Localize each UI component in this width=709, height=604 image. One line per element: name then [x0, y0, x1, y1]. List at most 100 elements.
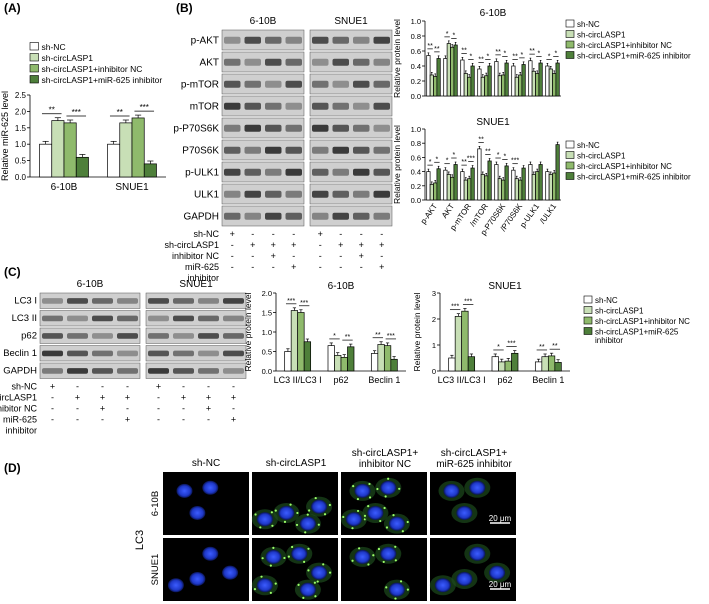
- bar: [497, 178, 502, 201]
- blot-b-band: [332, 80, 349, 88]
- lc3-puncta: [261, 557, 264, 560]
- blot-c-band: [148, 298, 169, 304]
- lc3-puncta: [385, 586, 388, 589]
- blot-c-membrane: [39, 310, 141, 327]
- y-axis-label: Relative protein level: [392, 19, 402, 98]
- category-label: /ULK1: [538, 202, 558, 226]
- blot-c-sign: +: [100, 404, 105, 414]
- lc3-puncta: [384, 495, 387, 498]
- blot-b-band: [285, 58, 302, 66]
- bar: [521, 64, 526, 97]
- bar: [290, 310, 299, 372]
- blot-c-sign: -: [157, 404, 160, 414]
- bar: [511, 352, 519, 372]
- bar: [504, 165, 509, 201]
- nucleus: [299, 582, 316, 597]
- bar: [535, 73, 540, 97]
- blot-c-band: [198, 298, 219, 304]
- lc3-puncta: [317, 523, 320, 526]
- blot-c-sign: -: [207, 415, 210, 425]
- micrograph-tile: [163, 472, 249, 535]
- bar: [429, 74, 434, 97]
- blot-b-band: [224, 80, 241, 88]
- blot-c-condition-label: sh-circLASP1: [0, 393, 37, 403]
- blot-b-membrane: [309, 161, 393, 183]
- blot-b-condition-label: sh-circLASP1: [164, 240, 219, 250]
- column-header: sh-circLASP1+: [441, 448, 508, 459]
- blot-b-sign: -: [360, 229, 363, 239]
- blot-c-membrane: [145, 327, 247, 344]
- lc3-puncta: [379, 519, 382, 523]
- blot-b-band: [332, 168, 349, 176]
- blot-b-band: [312, 212, 329, 220]
- blot-c-sign: -: [182, 382, 185, 392]
- nucleus: [354, 483, 371, 498]
- significance-mark: ***: [507, 341, 515, 348]
- y-tick-label: 0.0: [411, 92, 421, 101]
- significance-mark: *: [446, 158, 449, 165]
- bar: [383, 345, 392, 372]
- legend-b1-label: sh-circLASP1: [577, 31, 626, 40]
- side-label-lc3: LC3: [134, 530, 146, 550]
- bar: [448, 357, 456, 372]
- blot-b-membrane: [221, 205, 305, 227]
- nucleus: [256, 512, 273, 527]
- y-tick-label: 0.0: [411, 196, 421, 205]
- blot-b-band: [265, 36, 282, 44]
- blot-b-membrane: [221, 29, 305, 51]
- panel-a: sh-NCsh-circLASP1sh-circLASP1+inhibitor …: [0, 42, 166, 193]
- significance-mark: ***: [451, 304, 459, 311]
- blot-c-band: [198, 315, 219, 322]
- lc3-puncta: [385, 526, 389, 529]
- blot-c-band: [198, 333, 219, 339]
- lc3-puncta: [351, 559, 354, 562]
- blot-b-sign: -: [360, 262, 363, 272]
- bar: [334, 355, 342, 372]
- blot-b-row-label: GAPDH: [183, 211, 219, 222]
- blot-b-sign: +: [271, 240, 276, 250]
- bar: [521, 167, 526, 201]
- significance-mark: **: [461, 47, 467, 54]
- blot-b-band: [265, 190, 282, 198]
- legend-a-label: sh-circLASP1+inhibitor NC: [42, 64, 143, 74]
- significance-mark: *: [555, 50, 558, 57]
- significance-mark: *: [487, 53, 490, 60]
- blot-b-sign: +: [338, 240, 343, 250]
- panel-label-c: (C): [4, 265, 21, 279]
- lc3-puncta: [253, 587, 257, 591]
- significance-mark: ***: [467, 156, 475, 163]
- y-axis-label: Relative miR-625 level: [0, 91, 10, 181]
- lc3-puncta: [387, 477, 390, 480]
- blot-b-band: [353, 58, 370, 66]
- legend-c-label: sh-circLASP1: [595, 307, 644, 316]
- nucleus: [434, 578, 451, 593]
- blot-b-band: [244, 80, 261, 88]
- bar: [460, 171, 465, 201]
- legend-c-label-continued: inhibitor: [595, 336, 623, 345]
- blot-b-band: [224, 102, 241, 110]
- blot-c-band: [148, 315, 169, 322]
- blot-c-sign: -: [101, 382, 104, 392]
- bar: [538, 62, 543, 97]
- lc3-puncta: [372, 554, 375, 557]
- lc3-puncta: [368, 496, 372, 499]
- lc3-puncta: [392, 513, 395, 517]
- blot-b-sign: +: [271, 251, 276, 261]
- lc3-puncta: [363, 514, 367, 517]
- bar: [477, 68, 482, 97]
- y-tick-label: 0.8: [411, 32, 421, 41]
- blot-c-condition-label: inhibitor: [5, 426, 37, 436]
- blot-b-band: [312, 146, 329, 154]
- blot-b-band: [353, 146, 370, 154]
- y-tick-label: 0.0: [15, 173, 27, 182]
- legend-b2-label: sh-circLASP1+inhibitor NC: [577, 162, 672, 171]
- bar: [494, 164, 499, 201]
- blot-b-band: [285, 190, 302, 198]
- bar: [511, 65, 516, 97]
- blot-c-membrane: [145, 292, 247, 309]
- blot-c-band: [173, 333, 194, 339]
- lc3-puncta: [356, 497, 360, 501]
- lc3-puncta: [351, 527, 354, 530]
- blot-c-band: [223, 333, 244, 339]
- lc3-puncta: [382, 560, 385, 564]
